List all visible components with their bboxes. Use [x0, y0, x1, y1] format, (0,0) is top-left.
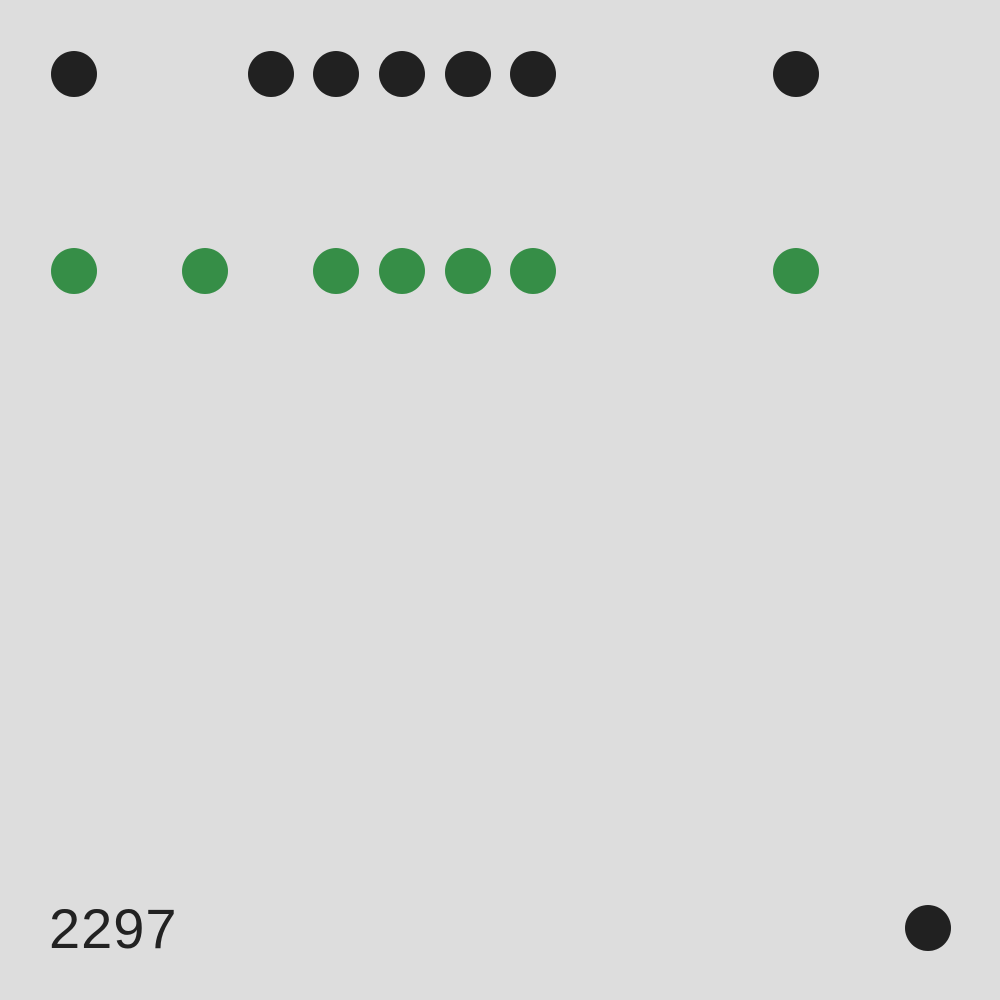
dark-row-dot: [313, 51, 359, 97]
edition-number: 2297: [49, 897, 178, 960]
green-row-dot: [773, 248, 819, 294]
green-row-dot: [379, 248, 425, 294]
dark-row-dot: [248, 51, 294, 97]
dark-row-dot: [773, 51, 819, 97]
green-row-dot: [445, 248, 491, 294]
corner-dot: [905, 905, 951, 951]
green-row-dot: [182, 248, 228, 294]
dark-dot-row: [0, 51, 1000, 97]
green-dot-row: [0, 248, 1000, 294]
green-row-dot: [510, 248, 556, 294]
green-row-dot: [51, 248, 97, 294]
dark-row-dot: [445, 51, 491, 97]
dark-row-dot: [379, 51, 425, 97]
dark-row-dot: [510, 51, 556, 97]
green-row-dot: [313, 248, 359, 294]
dark-row-dot: [51, 51, 97, 97]
